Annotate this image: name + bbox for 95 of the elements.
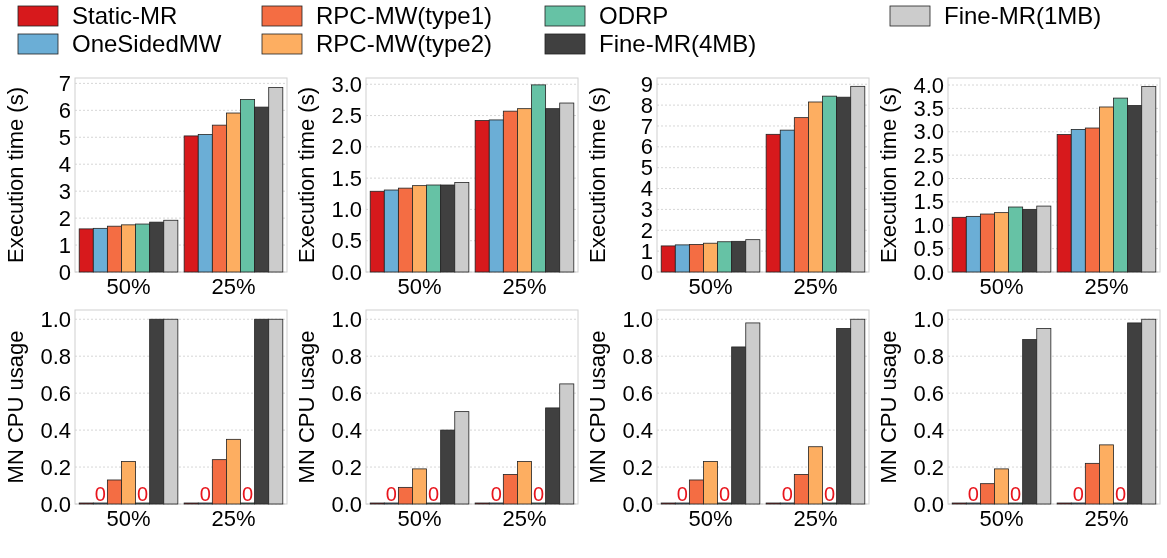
y-tick-label: 0.4 [40,417,71,443]
y-tick-label: 1.0 [622,306,653,332]
x-tick-label: 25% [502,505,547,531]
x-tick-label: 50% [979,273,1024,299]
data-label: 0 [781,483,793,505]
data-label: 0 [1072,483,1084,505]
y-axis-title: MN CPU usage [876,330,901,484]
y-tick-label: 0.8 [913,343,944,369]
data-label: 0 [94,483,106,505]
y-tick-label: 0.2 [622,454,653,480]
x-tick-label: 25% [793,273,838,299]
y-tick-label: 7 [58,70,71,96]
x-tick-label: 25% [211,505,256,531]
data-label: 0 [199,483,211,505]
y-axis-title: Execution time (s) [294,86,319,264]
y-tick-label: 0.6 [40,380,71,406]
y-tick-label: 3 [58,178,71,204]
y-tick-label: 0 [58,259,71,285]
data-label: 0 [1010,483,1022,505]
data-label: 0 [242,483,254,505]
y-tick-label: 0.0 [331,491,362,517]
data-label: 0 [490,483,502,505]
data-label: 0 [428,483,440,505]
legend-label: Fine-MR(4MB) [599,30,757,57]
x-tick-label: 25% [211,273,256,299]
y-tick-label: 0.4 [331,417,362,443]
y-tick-label: 2 [58,205,71,231]
y-axis-title: MN CPU usage [585,330,610,484]
data-label: 0 [719,483,731,505]
x-tick-label: 50% [688,505,733,531]
y-axis-title: MN CPU usage [294,330,319,484]
y-tick-label: 1.0 [40,306,71,332]
y-tick-label: 1.5 [913,189,944,215]
x-tick-label: 50% [397,505,442,531]
legend-label: Fine-MR(1MB) [944,2,1102,29]
x-tick-label: 50% [397,273,442,299]
y-tick-label: 1.0 [331,196,362,222]
legend-label: RPC-MW(type1) [316,2,493,29]
y-tick-label: 0.2 [331,454,362,480]
y-axis-title: Execution time (s) [585,86,610,264]
y-tick-label: 3.5 [913,95,944,121]
y-tick-label: 0.5 [913,236,944,262]
data-label: 0 [385,483,397,505]
y-axis-title: Execution time (s) [3,86,28,264]
y-tick-label: 0.4 [622,417,653,443]
y-tick-label: 1 [58,232,71,258]
legend-label: Static-MR [72,2,178,29]
data-label: 0 [967,483,979,505]
y-tick-label: 2.5 [331,103,362,129]
y-tick-label: 4 [58,151,71,177]
y-tick-label: 0.6 [913,380,944,406]
y-axis-title: MN CPU usage [3,330,28,484]
y-tick-label: 2.5 [913,142,944,168]
data-label: 0 [676,483,688,505]
legend-label: OneSidedMW [72,30,222,57]
y-tick-label: 2.0 [913,166,944,192]
data-label: 0 [533,483,545,505]
y-axis-title: Execution time (s) [876,86,901,264]
data-label: 0 [824,483,836,505]
y-tick-label: 3.0 [913,119,944,145]
y-tick-label: 1.5 [331,165,362,191]
y-tick-label: 6 [58,97,71,123]
y-tick-label: 5 [58,124,71,150]
y-tick-label: 0.8 [331,343,362,369]
y-tick-label: 0.8 [40,343,71,369]
y-tick-label: 0.2 [913,454,944,480]
y-tick-label: 0.0 [913,491,944,517]
y-tick-label: 1.0 [913,212,944,238]
y-tick-label: 1.0 [913,306,944,332]
y-tick-label: 2.0 [331,134,362,160]
data-label: 0 [137,483,149,505]
x-tick-label: 25% [1084,273,1129,299]
y-tick-label: 0.4 [913,417,944,443]
legend-label: ODRP [599,2,669,29]
y-tick-label: 3.0 [331,71,362,97]
y-tick-label: 4.0 [913,72,944,98]
x-tick-label: 50% [979,505,1024,531]
x-tick-label: 50% [688,273,733,299]
y-tick-label: 0.6 [622,380,653,406]
x-tick-label: 25% [1084,505,1129,531]
y-tick-label: 1.0 [331,306,362,332]
y-tick-label: 0.0 [913,259,944,285]
y-tick-label: 0.2 [40,454,71,480]
y-tick-label: 0.6 [331,380,362,406]
y-tick-label: 0.5 [331,228,362,254]
y-tick-label: 0.0 [622,491,653,517]
y-tick-label: 0.0 [40,491,71,517]
y-tick-label: 0.0 [331,259,362,285]
legend-label: RPC-MW(type2) [316,30,493,57]
y-tick-label: 0.8 [622,343,653,369]
x-tick-label: 25% [793,505,838,531]
x-tick-label: 50% [106,505,151,531]
x-tick-label: 25% [502,273,547,299]
data-label: 0 [1115,483,1127,505]
x-tick-label: 50% [106,273,151,299]
